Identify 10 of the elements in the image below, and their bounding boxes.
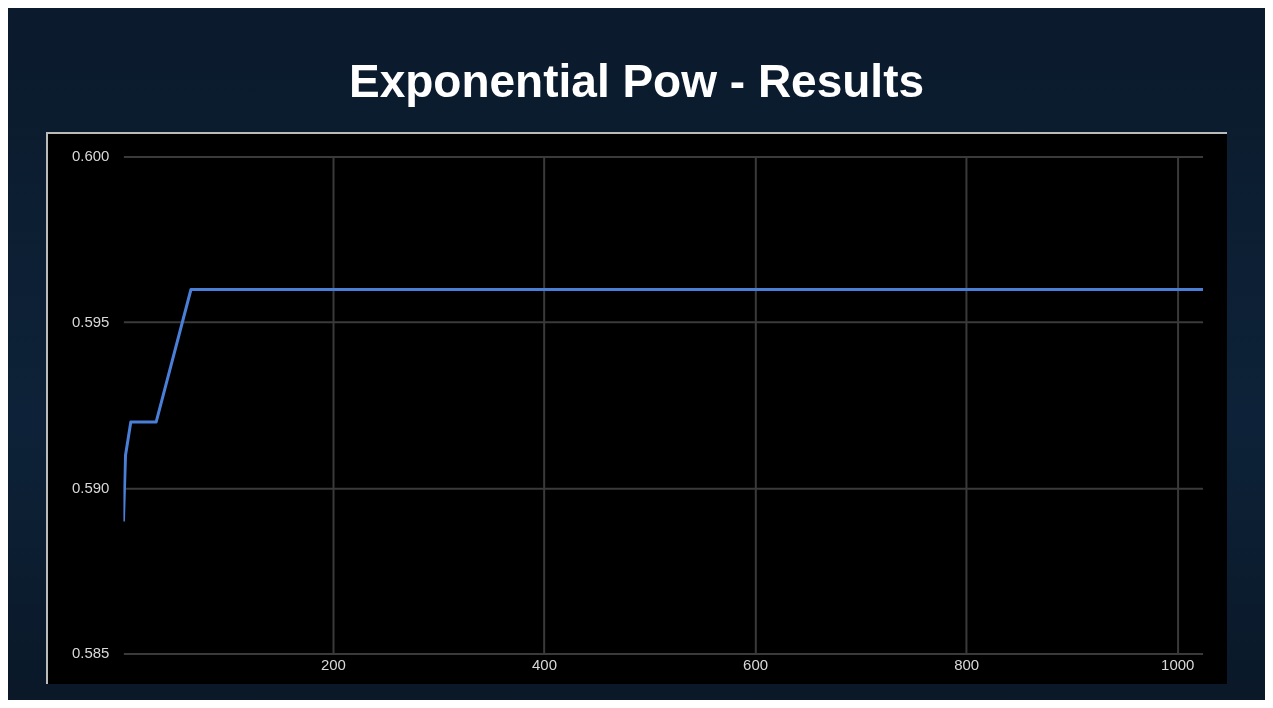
y-tick-label: 0.600 <box>71 147 110 165</box>
x-tick-label: 800 <box>954 656 980 674</box>
x-tick-label: 600 <box>743 656 769 674</box>
x-tick-label: 1000 <box>1161 656 1195 674</box>
x-tick-label: 200 <box>320 656 346 674</box>
y-tick-label: 0.585 <box>71 644 110 662</box>
x-tick-label: 400 <box>532 656 557 674</box>
y-tick-label: 0.595 <box>71 312 110 330</box>
y-tick-label: 0.590 <box>71 478 110 496</box>
chart-title: Exponential Pow - Results <box>347 54 926 108</box>
